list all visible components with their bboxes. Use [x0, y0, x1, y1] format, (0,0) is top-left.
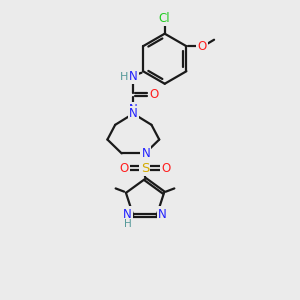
Text: H: H: [124, 219, 132, 229]
Text: O: O: [198, 40, 207, 53]
Text: Cl: Cl: [158, 12, 170, 25]
Text: O: O: [162, 162, 171, 175]
Text: N: N: [129, 107, 138, 120]
Text: N: N: [129, 103, 138, 116]
Text: N: N: [129, 70, 138, 83]
Text: N: N: [123, 208, 132, 220]
Text: H: H: [119, 71, 128, 82]
Text: S: S: [141, 162, 149, 175]
Text: O: O: [150, 88, 159, 101]
Text: N: N: [142, 147, 150, 160]
Text: N: N: [158, 208, 167, 220]
Text: O: O: [119, 162, 128, 175]
